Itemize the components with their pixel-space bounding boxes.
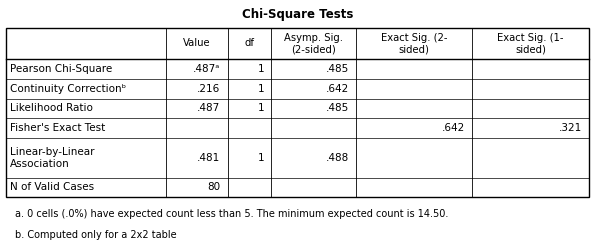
Text: Continuity Correctionᵇ: Continuity Correctionᵇ — [10, 84, 126, 94]
Text: Value: Value — [183, 38, 211, 48]
Text: b. Computed only for a 2x2 table: b. Computed only for a 2x2 table — [15, 230, 177, 240]
Text: .642: .642 — [325, 84, 349, 94]
Text: a. 0 cells (.0%) have expected count less than 5. The minimum expected count is : a. 0 cells (.0%) have expected count les… — [15, 209, 448, 219]
Text: Fisher's Exact Test: Fisher's Exact Test — [10, 123, 105, 133]
Text: .487: .487 — [197, 104, 220, 113]
Text: .216: .216 — [197, 84, 220, 94]
Text: Linear-by-Linear
Association: Linear-by-Linear Association — [10, 147, 95, 169]
Text: .488: .488 — [325, 153, 349, 163]
Bar — [6, 28, 589, 197]
Text: .485: .485 — [325, 64, 349, 74]
Text: .481: .481 — [197, 153, 220, 163]
Text: .485: .485 — [325, 104, 349, 113]
Text: Likelihood Ratio: Likelihood Ratio — [10, 104, 93, 113]
Text: .321: .321 — [559, 123, 582, 133]
Text: .642: .642 — [442, 123, 465, 133]
Text: df: df — [245, 38, 255, 48]
Text: Chi-Square Tests: Chi-Square Tests — [242, 8, 353, 22]
Text: N of Valid Cases: N of Valid Cases — [10, 182, 94, 192]
Text: .487ᵃ: .487ᵃ — [193, 64, 220, 74]
Text: Exact Sig. (2-
sided): Exact Sig. (2- sided) — [381, 33, 447, 54]
Text: 1: 1 — [258, 64, 264, 74]
Text: 80: 80 — [207, 182, 220, 192]
Text: 1: 1 — [258, 104, 264, 113]
Text: 1: 1 — [258, 153, 264, 163]
Text: Pearson Chi-Square: Pearson Chi-Square — [10, 64, 112, 74]
Text: 1: 1 — [258, 84, 264, 94]
Text: Exact Sig. (1-
sided): Exact Sig. (1- sided) — [497, 33, 564, 54]
Text: Asymp. Sig.
(2-sided): Asymp. Sig. (2-sided) — [284, 33, 343, 54]
